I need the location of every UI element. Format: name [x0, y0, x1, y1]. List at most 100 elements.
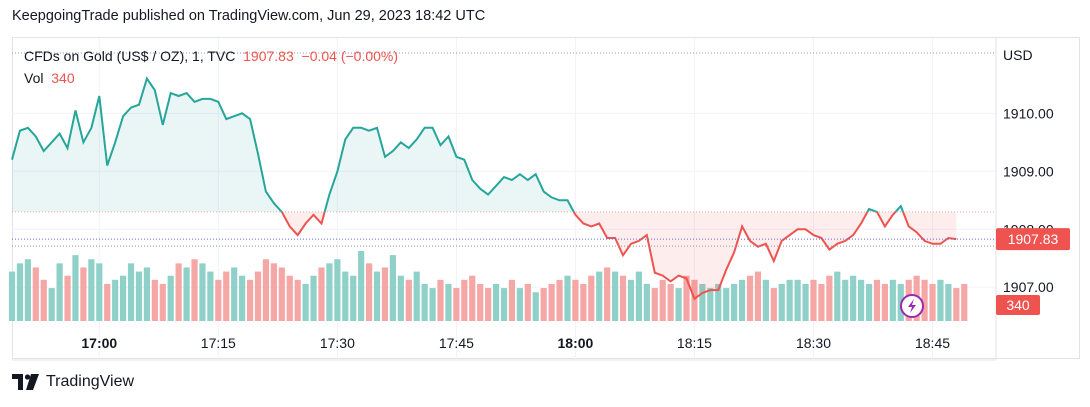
tradingview-brand: TradingView [46, 373, 135, 390]
volume-bar [413, 271, 420, 321]
volume-bar [540, 288, 547, 321]
volume-bar [429, 288, 436, 321]
price-line-above [11, 76, 905, 212]
volume-bar [500, 288, 508, 321]
volume-bar [873, 279, 881, 321]
volume-bar [175, 263, 182, 321]
volume-bar [675, 288, 682, 321]
volume-bar [96, 263, 103, 321]
price-line-below [280, 211, 957, 301]
time-tick-label: 17:45 [439, 335, 474, 351]
volume-bar [953, 288, 960, 321]
volume-bar [389, 255, 396, 321]
volume-bar [651, 288, 658, 321]
currency-label: USD [1003, 47, 1033, 63]
volume-legend-row: Vol 340 [24, 69, 398, 91]
volume-bar [945, 283, 952, 321]
volume-bar [802, 283, 809, 321]
time-tick-label: 18:45 [915, 335, 950, 351]
last-volume-badge-text: 340 [1006, 297, 1030, 313]
tradingview-logo[interactable]: TradingView [12, 373, 134, 391]
volume-bar [564, 275, 571, 321]
volume-bar [667, 283, 674, 321]
volume-bar [159, 283, 166, 321]
volume-bar [921, 279, 928, 321]
volume-bar [318, 267, 325, 321]
volume-bar [358, 251, 365, 321]
price-tick-label: 1909.00 [1003, 163, 1054, 179]
volume-bar [477, 283, 484, 321]
volume-bar [508, 279, 516, 321]
last-price-badge-text: 1907.83 [1008, 231, 1059, 247]
chart-legend: CFDs on Gold (US$ / OZ), 1, TVC 1907.83 … [24, 47, 398, 91]
time-tick-label: 17:30 [320, 335, 355, 351]
volume-bar [24, 259, 31, 321]
volume-bar [485, 288, 492, 321]
price-tick-label: 1907.00 [1003, 279, 1054, 295]
volume-bar [310, 275, 317, 321]
volume-bar [246, 279, 254, 321]
volume-bar [64, 275, 71, 321]
volume-bar [199, 263, 206, 321]
volume-bar [88, 259, 95, 321]
volume-bar [842, 279, 849, 321]
volume-bar [40, 279, 47, 321]
volume-bar [770, 288, 777, 321]
volume-label: Vol [24, 70, 44, 86]
volume-bar [881, 283, 888, 321]
volume-bar [548, 283, 555, 321]
volume-bar [715, 283, 722, 321]
volume-bar [120, 275, 127, 321]
volume-bar [326, 263, 333, 321]
volume-bar [421, 283, 428, 321]
symbol-legend-row: CFDs on Gold (US$ / OZ), 1, TVC 1907.83 … [24, 47, 398, 69]
time-tick-label: 18:30 [796, 335, 831, 351]
volume-bar [381, 267, 389, 321]
volume-bar [262, 259, 270, 321]
volume-bar [294, 279, 301, 321]
volume-bar [588, 275, 595, 321]
price-tick-label: 1910.00 [1003, 105, 1054, 121]
symbol-name[interactable]: CFDs on Gold (US$ / OZ), 1, TVC [24, 48, 236, 64]
volume-bar [461, 279, 468, 321]
volume-bar [516, 288, 523, 321]
volume-bar [818, 283, 825, 321]
volume-bar [826, 275, 833, 321]
chart-frame[interactable] [12, 37, 1080, 359]
time-tick-label: 17:15 [201, 335, 236, 351]
volume-bar [707, 288, 714, 321]
volume-bar [278, 267, 285, 321]
volume-bar [104, 283, 111, 321]
volume-bar [167, 275, 174, 321]
volume-bar [469, 275, 476, 321]
volume-value: 340 [51, 70, 75, 86]
volume-bar [731, 283, 738, 321]
volume-bar [366, 263, 373, 321]
volume-bar [16, 263, 24, 321]
volume-bar [746, 275, 754, 321]
volume-bar [604, 267, 611, 321]
volume-bar [56, 263, 63, 321]
volume-bar [397, 275, 404, 321]
volume-bar [929, 283, 936, 321]
volume-bar [865, 283, 873, 321]
volume-bar [834, 271, 841, 321]
volume-bar [254, 271, 262, 321]
last-volume-badge [996, 295, 1040, 315]
volume-bar [635, 271, 642, 321]
time-tick-label: 18:15 [677, 335, 712, 351]
price-change-value: −0.04 (−0.00%) [301, 48, 399, 64]
volume-bar [723, 288, 730, 321]
volume-bar [231, 267, 238, 321]
volume-bar [532, 292, 539, 321]
volume-bar [135, 271, 143, 321]
volume-bar [794, 279, 801, 321]
volume-bar [215, 279, 222, 321]
volume-bar [754, 271, 762, 321]
volume-bar [858, 279, 865, 321]
volume-bar [286, 275, 293, 321]
volume-bar [342, 271, 349, 321]
volume-bar [810, 279, 817, 321]
volume-bar [445, 283, 452, 321]
